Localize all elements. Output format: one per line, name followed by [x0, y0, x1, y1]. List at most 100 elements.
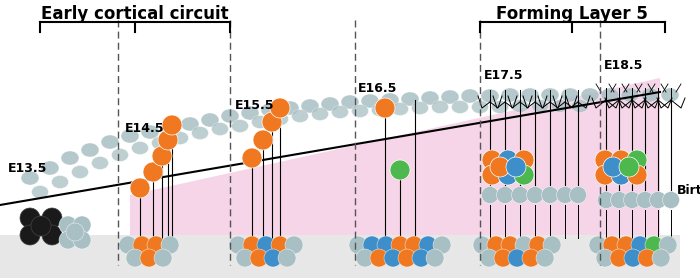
Circle shape [270, 98, 290, 118]
Circle shape [659, 236, 677, 254]
Circle shape [482, 150, 502, 170]
Circle shape [278, 249, 296, 267]
Circle shape [494, 249, 512, 267]
Circle shape [610, 192, 627, 208]
Circle shape [419, 236, 437, 254]
Ellipse shape [441, 90, 459, 104]
Circle shape [603, 236, 621, 254]
Ellipse shape [501, 88, 519, 102]
Circle shape [140, 249, 158, 267]
Ellipse shape [192, 126, 209, 140]
Circle shape [595, 165, 615, 185]
Circle shape [543, 236, 561, 254]
Circle shape [570, 187, 587, 203]
Circle shape [375, 98, 395, 118]
Circle shape [662, 192, 680, 208]
Text: E18.5: E18.5 [604, 59, 643, 72]
Ellipse shape [221, 109, 239, 123]
Circle shape [610, 249, 628, 267]
Ellipse shape [641, 88, 659, 102]
Ellipse shape [481, 89, 499, 103]
Circle shape [487, 236, 505, 254]
Circle shape [250, 249, 268, 267]
Circle shape [514, 150, 534, 170]
Text: E15.5: E15.5 [235, 99, 274, 112]
Text: E16.5: E16.5 [358, 82, 398, 95]
Circle shape [133, 236, 151, 254]
Circle shape [143, 162, 163, 182]
Circle shape [482, 187, 498, 203]
Circle shape [512, 187, 528, 203]
Circle shape [473, 236, 491, 254]
Ellipse shape [291, 110, 309, 123]
Circle shape [589, 236, 607, 254]
Circle shape [390, 160, 410, 180]
Ellipse shape [412, 101, 428, 115]
Circle shape [285, 236, 303, 254]
Circle shape [598, 192, 615, 208]
Text: Forming Layer 5: Forming Layer 5 [496, 5, 648, 23]
Ellipse shape [561, 88, 579, 102]
Circle shape [363, 236, 381, 254]
Ellipse shape [421, 91, 439, 105]
Circle shape [617, 236, 635, 254]
Circle shape [624, 249, 642, 267]
Circle shape [631, 236, 649, 254]
Ellipse shape [52, 175, 69, 188]
Ellipse shape [181, 117, 199, 131]
Ellipse shape [401, 92, 419, 106]
Circle shape [522, 249, 540, 267]
Circle shape [257, 236, 275, 254]
Circle shape [158, 130, 178, 150]
Circle shape [398, 249, 416, 267]
Circle shape [515, 236, 533, 254]
Circle shape [645, 236, 663, 254]
Circle shape [20, 225, 40, 245]
Ellipse shape [621, 88, 639, 102]
Circle shape [377, 236, 395, 254]
Circle shape [31, 216, 51, 236]
Ellipse shape [201, 113, 219, 127]
Ellipse shape [172, 131, 188, 145]
Ellipse shape [81, 143, 99, 157]
Circle shape [119, 236, 137, 254]
Ellipse shape [312, 108, 328, 120]
Circle shape [154, 249, 172, 267]
Ellipse shape [71, 165, 88, 178]
Text: Early cortical circuit: Early cortical circuit [41, 5, 229, 23]
Circle shape [73, 216, 91, 234]
Ellipse shape [381, 93, 399, 107]
Circle shape [490, 157, 510, 177]
Ellipse shape [601, 88, 619, 102]
Circle shape [391, 236, 409, 254]
Ellipse shape [341, 95, 359, 109]
Circle shape [59, 231, 77, 249]
Circle shape [506, 157, 526, 177]
Circle shape [356, 249, 374, 267]
Ellipse shape [32, 185, 48, 198]
Ellipse shape [132, 142, 148, 155]
Polygon shape [130, 78, 660, 235]
Ellipse shape [552, 100, 568, 113]
Circle shape [242, 148, 262, 168]
Circle shape [236, 249, 254, 267]
Ellipse shape [232, 120, 248, 133]
Circle shape [161, 236, 179, 254]
Ellipse shape [21, 171, 39, 185]
Ellipse shape [461, 89, 479, 103]
Ellipse shape [351, 105, 368, 118]
Ellipse shape [101, 135, 119, 149]
Ellipse shape [161, 121, 179, 135]
Circle shape [162, 115, 182, 135]
Ellipse shape [281, 101, 299, 115]
Ellipse shape [372, 103, 389, 116]
Circle shape [73, 231, 91, 249]
Circle shape [496, 187, 514, 203]
Circle shape [264, 249, 282, 267]
Circle shape [480, 249, 498, 267]
Ellipse shape [521, 88, 539, 102]
Circle shape [627, 165, 647, 185]
Ellipse shape [211, 123, 228, 135]
Circle shape [508, 249, 526, 267]
Circle shape [556, 187, 573, 203]
